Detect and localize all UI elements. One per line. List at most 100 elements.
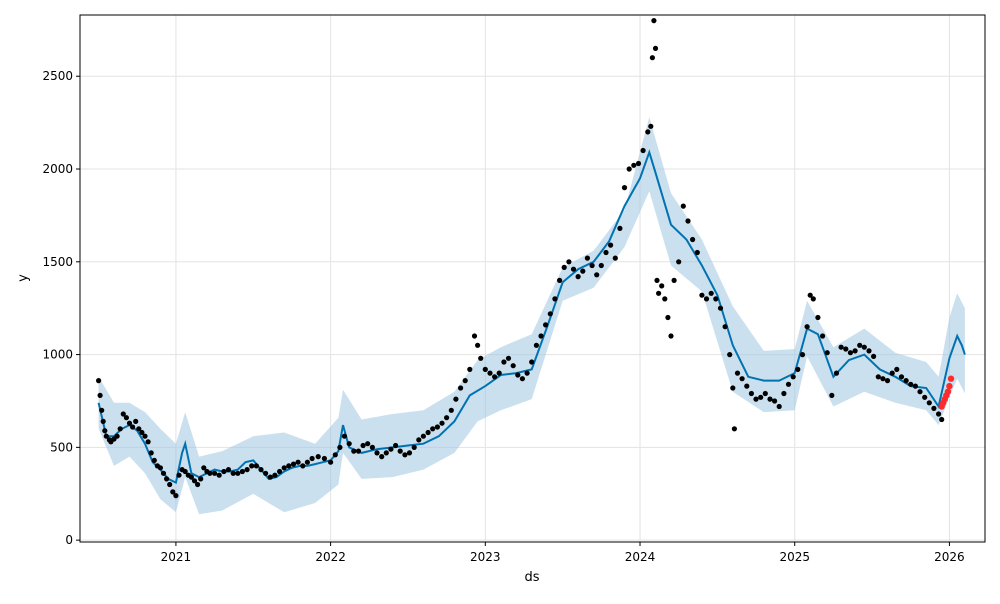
- observed-point: [383, 450, 389, 456]
- observed-point: [676, 259, 682, 265]
- y-tick-label: 2000: [42, 162, 73, 176]
- observed-point: [671, 277, 677, 283]
- observed-point: [374, 450, 380, 456]
- observed-point: [475, 342, 481, 348]
- observed-point: [926, 400, 932, 406]
- observed-point: [575, 274, 581, 280]
- observed-point: [857, 342, 863, 348]
- observed-point: [510, 363, 516, 369]
- x-tick-label: 2023: [470, 550, 501, 564]
- y-tick-label: 0: [65, 533, 73, 547]
- observed-point: [102, 428, 108, 434]
- test-points: [938, 375, 955, 410]
- observed-point: [341, 433, 348, 439]
- observed-point: [875, 374, 881, 380]
- observed-point: [570, 266, 577, 272]
- observed-point: [458, 385, 464, 391]
- observed-point: [258, 467, 264, 473]
- observed-point: [501, 359, 507, 365]
- observed-point: [133, 418, 139, 424]
- observed-point: [843, 346, 849, 352]
- observed-point: [295, 459, 301, 465]
- observed-point: [478, 355, 484, 361]
- observed-point: [589, 262, 595, 269]
- observed-point: [411, 444, 417, 450]
- observed-point: [221, 468, 227, 475]
- observed-point: [425, 429, 431, 436]
- observed-point: [566, 259, 572, 265]
- observed-point: [645, 129, 651, 135]
- y-tick-label: 1500: [42, 255, 73, 269]
- observed-point: [744, 383, 750, 389]
- observed-point: [889, 370, 895, 376]
- observed-point: [598, 262, 604, 269]
- observed-point: [665, 314, 671, 321]
- observed-point: [471, 333, 478, 339]
- observed-point: [286, 463, 292, 469]
- observed-point: [337, 444, 343, 450]
- y-axis-ticks: 0 500 1000 1500 2000 2500: [42, 69, 80, 547]
- observed-point: [659, 283, 665, 289]
- observed-point: [781, 390, 787, 397]
- observed-point: [635, 160, 642, 167]
- observed-point: [388, 446, 394, 452]
- observed-point: [815, 314, 821, 321]
- observed-point: [170, 489, 176, 495]
- test-point: [946, 382, 953, 390]
- observed-point: [99, 407, 105, 413]
- observed-point: [861, 344, 867, 350]
- observed-point: [482, 366, 488, 372]
- test-point: [944, 388, 952, 395]
- observed-point: [603, 249, 609, 256]
- observed-point: [626, 166, 632, 172]
- observed-point: [453, 396, 459, 402]
- observed-point: [668, 333, 674, 339]
- observed-point: [758, 394, 764, 400]
- observed-point: [439, 420, 445, 426]
- observed-point: [748, 390, 755, 397]
- observed-point: [207, 470, 213, 476]
- observed-point: [505, 355, 512, 361]
- observed-point: [713, 296, 719, 302]
- observed-point: [97, 392, 103, 398]
- observed-point: [651, 18, 657, 24]
- x-axis-label: ds: [524, 570, 539, 585]
- observed-point: [397, 448, 403, 454]
- observed-point: [253, 463, 259, 469]
- observed-point: [402, 452, 408, 458]
- observed-point: [406, 450, 413, 456]
- observed-point: [662, 296, 668, 302]
- observed-point: [100, 418, 106, 424]
- observed-point: [824, 350, 830, 356]
- observed-point: [829, 392, 835, 398]
- observed-point: [908, 381, 914, 387]
- x-tick-label: 2025: [779, 550, 810, 564]
- observed-point: [690, 236, 696, 243]
- observed-point: [160, 470, 167, 476]
- observed-point: [767, 396, 773, 402]
- observed-point: [652, 45, 659, 52]
- observed-point: [239, 468, 245, 475]
- observed-point: [699, 292, 705, 298]
- observed-point: [126, 420, 133, 426]
- observed-point: [561, 264, 567, 270]
- observed-point: [680, 203, 686, 209]
- observed-point: [739, 376, 745, 382]
- x-tick-label: 2024: [625, 550, 656, 564]
- observed-point: [584, 255, 591, 261]
- observed-point: [123, 415, 129, 421]
- observed-point: [730, 385, 736, 391]
- observed-point: [195, 481, 201, 488]
- x-tick-label: 2021: [161, 550, 192, 564]
- observed-point: [894, 366, 900, 372]
- observed-point: [727, 352, 733, 358]
- observed-point: [225, 467, 232, 473]
- observed-point: [866, 348, 872, 354]
- observed-point: [173, 493, 179, 499]
- observed-point: [332, 452, 338, 458]
- observed-point: [734, 370, 741, 376]
- observed-point: [188, 474, 194, 480]
- observed-point: [810, 296, 816, 302]
- observed-point: [416, 437, 422, 443]
